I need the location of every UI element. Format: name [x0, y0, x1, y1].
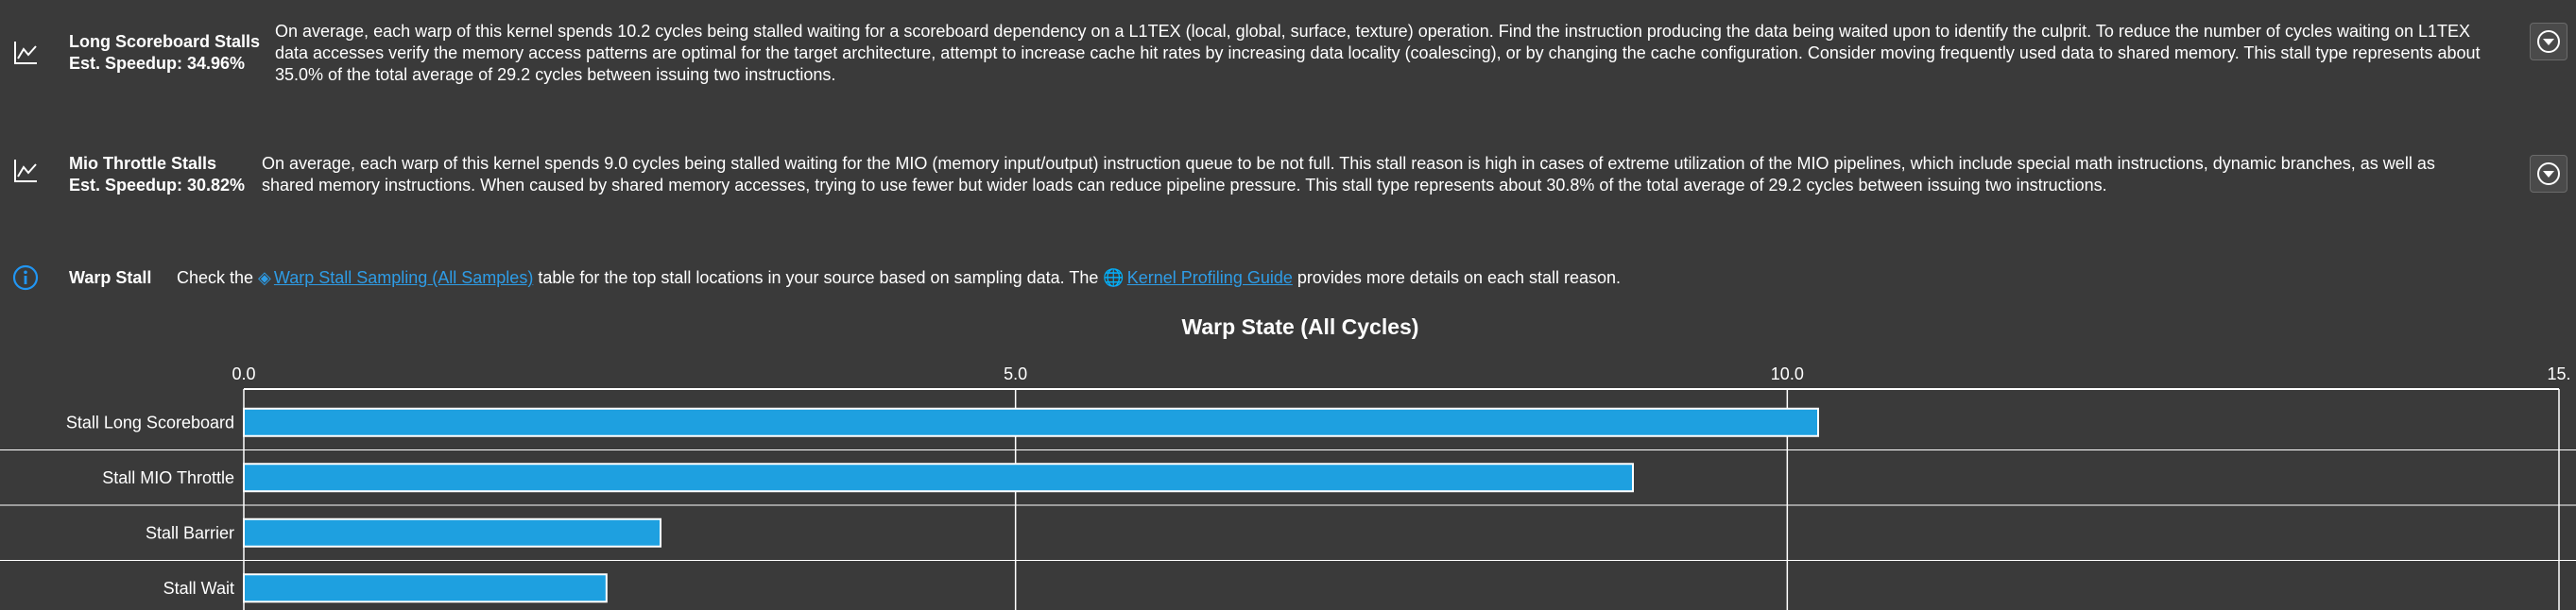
source-link-icon: ◈ — [258, 268, 271, 287]
rule-description: On average, each warp of this kernel spe… — [275, 22, 2481, 84]
rule-title-block: Mio Throttle Stalls Est. Speedup: 30.82% — [69, 153, 245, 196]
info-title: Warp Stall — [69, 268, 152, 287]
info-icon — [12, 264, 39, 291]
line-chart-icon — [12, 40, 39, 66]
rule-description: On average, each warp of this kernel spe… — [262, 154, 2435, 195]
bar[interactable] — [243, 573, 608, 603]
rule-speedup: Est. Speedup: 34.96% — [69, 54, 246, 73]
info-text-before: Check the — [177, 268, 259, 287]
chevron-down-circle-icon — [2537, 162, 2560, 185]
rule-title: Mio Throttle Stalls — [69, 154, 217, 173]
bar[interactable] — [243, 407, 1819, 437]
warp-stall-info: Warp Stall Check the ◈ Warp Stall Samplin… — [0, 260, 2576, 297]
chart-ticks: 0.0 5.0 10.0 15. — [232, 364, 2570, 383]
kernel-profiling-guide-link-label: Kernel Profiling Guide — [1126, 268, 1293, 287]
x-tick-label: 5.0 — [1004, 364, 1027, 383]
line-chart-icon — [12, 158, 39, 184]
rule-long-scoreboard: Long Scoreboard Stalls Est. Speedup: 34.… — [0, 0, 2576, 113]
warp-stall-sampling-link[interactable]: ◈ Warp Stall Sampling (All Samples) — [258, 268, 533, 287]
kernel-profiling-guide-link[interactable]: 🌐 Kernel Profiling Guide — [1103, 268, 1293, 287]
category-label: Stall Long Scoreboard — [66, 413, 234, 432]
category-label: Stall Wait — [163, 579, 234, 598]
rule-title: Long Scoreboard Stalls — [69, 32, 261, 51]
rule-speedup: Est. Speedup: 30.82% — [69, 176, 246, 195]
x-tick-label: 10.0 — [1771, 364, 1804, 383]
x-tick-label: 0.0 — [232, 364, 255, 383]
chart-bars — [243, 407, 1819, 603]
expand-button[interactable] — [2530, 23, 2567, 60]
expand-button[interactable] — [2530, 155, 2567, 193]
chart-title: Warp State (All Cycles) — [1182, 314, 1419, 339]
x-tick-label: 15. — [2547, 364, 2570, 383]
info-text-after: provides more details on each stall reas… — [1292, 268, 1622, 287]
warp-state-chart: Warp State (All Cycles) 0.0 5.0 10.0 15. St… — [0, 314, 2576, 610]
warp-stall-sampling-link-label: Warp Stall Sampling (All Samples) — [273, 268, 534, 287]
bar[interactable] — [243, 517, 661, 548]
info-text-middle: table for the top stall locations in you… — [533, 268, 1104, 287]
info-text: Check the ◈ Warp Stall Sampling (All Samp… — [177, 267, 1621, 289]
bar[interactable] — [243, 463, 1634, 493]
rule-mio-throttle: Mio Throttle Stalls Est. Speedup: 30.82%… — [0, 132, 2576, 217]
category-label: Stall MIO Throttle — [102, 468, 234, 487]
globe-icon: 🌐 — [1103, 268, 1125, 287]
rule-title-block: Long Scoreboard Stalls Est. Speedup: 34.… — [69, 31, 260, 75]
chart-categories: Stall Long Scoreboard Stall MIO Throttle S… — [66, 413, 234, 598]
category-label: Stall Barrier — [146, 523, 234, 542]
chevron-down-circle-icon — [2537, 30, 2560, 53]
